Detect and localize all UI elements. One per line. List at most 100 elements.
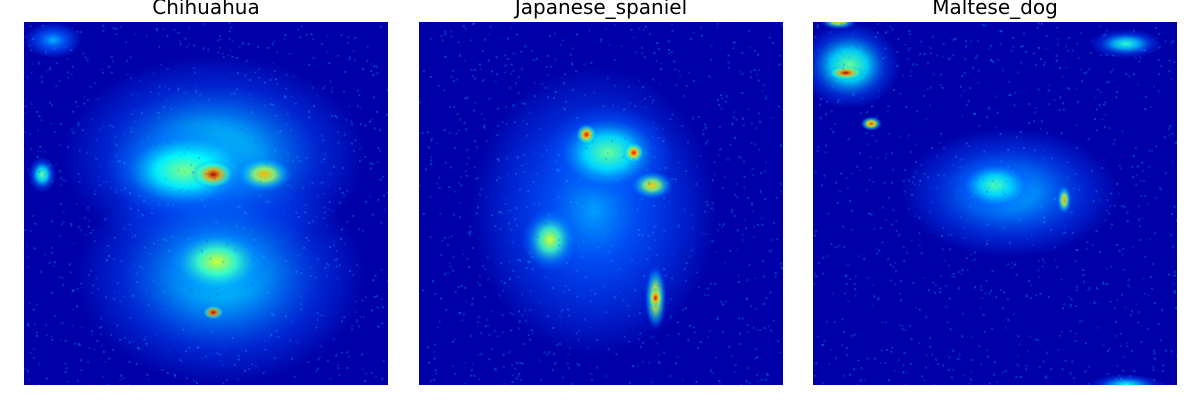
noise-pixel [662, 140, 665, 142]
noise-pixel [1163, 136, 1166, 139]
noise-pixel [356, 263, 358, 266]
noise-pixel [526, 206, 529, 209]
noise-pixel [877, 90, 880, 93]
noise-pixel [1054, 246, 1056, 249]
noise-pixel [70, 128, 73, 131]
noise-pixel [603, 193, 606, 196]
noise-pixel [658, 82, 661, 85]
noise-pixel [1080, 68, 1083, 71]
noise-pixel [650, 101, 653, 104]
noise-pixel [965, 45, 968, 48]
noise-pixel [209, 139, 212, 142]
noise-pixel [178, 40, 181, 43]
noise-pixel [82, 52, 85, 55]
noise-pixel [273, 358, 276, 361]
noise-pixel [949, 248, 952, 251]
noise-pixel [779, 351, 782, 354]
noise-pixel [72, 242, 75, 245]
noise-pixel [948, 297, 951, 300]
noise-pixel [895, 270, 897, 273]
noise-pixel [648, 304, 651, 306]
noise-pixel [355, 321, 358, 324]
noise-pixel [915, 306, 917, 309]
noise-pixel [427, 146, 430, 149]
noise-pixel [486, 140, 489, 143]
noise-pixel [366, 59, 369, 62]
noise-pixel [61, 277, 64, 279]
noise-pixel [432, 378, 435, 381]
noise-pixel [466, 148, 469, 151]
noise-pixel [952, 54, 955, 57]
noise-pixel [503, 198, 506, 201]
noise-pixel [965, 142, 968, 145]
noise-pixel [994, 183, 997, 186]
noise-pixel [507, 222, 510, 225]
noise-pixel [815, 362, 818, 365]
noise-pixel [1035, 107, 1037, 110]
noise-pixel [677, 225, 680, 228]
noise-pixel [870, 213, 873, 216]
noise-pixel [910, 150, 913, 153]
noise-pixel [498, 176, 501, 179]
noise-pixel [467, 231, 470, 234]
noise-pixel [95, 158, 98, 161]
noise-pixel [648, 182, 651, 185]
noise-pixel [1010, 50, 1013, 53]
noise-pixel [451, 269, 454, 272]
noise-pixel [987, 106, 990, 109]
noise-pixel [581, 201, 583, 204]
noise-pixel [546, 74, 549, 76]
noise-pixel [1135, 303, 1138, 306]
noise-pixel [1069, 303, 1072, 306]
noise-pixel [201, 357, 203, 359]
noise-pixel [781, 267, 783, 270]
noise-pixel [839, 51, 842, 54]
noise-pixel [1126, 341, 1129, 344]
noise-pixel [867, 277, 870, 280]
noise-pixel [79, 31, 82, 34]
noise-pixel [1039, 292, 1042, 295]
noise-pixel [377, 146, 380, 149]
noise-pixel [200, 133, 203, 136]
noise-pixel [286, 271, 289, 274]
noise-pixel [510, 228, 513, 231]
noise-pixel [1106, 350, 1109, 353]
noise-pixel [688, 324, 691, 327]
noise-pixel [818, 262, 821, 264]
noise-pixel [731, 209, 734, 212]
noise-pixel [92, 284, 95, 287]
noise-pixel [270, 153, 273, 156]
noise-pixel [438, 176, 441, 179]
noise-pixel [110, 55, 113, 58]
noise-pixel [532, 59, 535, 62]
noise-pixel [676, 356, 679, 359]
noise-pixel [767, 325, 770, 328]
noise-pixel [87, 361, 90, 364]
noise-pixel [699, 155, 702, 158]
noise-pixel [931, 35, 934, 38]
noise-pixel [1140, 384, 1143, 385]
noise-pixel [1109, 300, 1112, 303]
noise-pixel [69, 271, 72, 274]
noise-pixel [516, 156, 519, 159]
noise-pixel [746, 279, 749, 282]
noise-pixel [673, 60, 676, 63]
noise-pixel [1075, 124, 1078, 127]
noise-pixel [692, 247, 695, 249]
noise-pixel [1030, 284, 1033, 287]
noise-pixel [576, 168, 579, 171]
noise-pixel [929, 52, 932, 55]
noise-pixel [632, 158, 635, 161]
noise-pixel [292, 159, 294, 162]
noise-pixel [964, 40, 967, 43]
noise-pixel [1001, 69, 1004, 72]
noise-pixel [612, 104, 615, 107]
noise-pixel [822, 272, 825, 275]
noise-pixel [350, 120, 353, 123]
noise-pixel [356, 319, 359, 322]
noise-pixel [315, 215, 318, 218]
noise-pixel [718, 223, 721, 226]
noise-pixel [867, 143, 870, 146]
noise-pixel [1174, 206, 1177, 209]
noise-pixel [169, 148, 172, 151]
